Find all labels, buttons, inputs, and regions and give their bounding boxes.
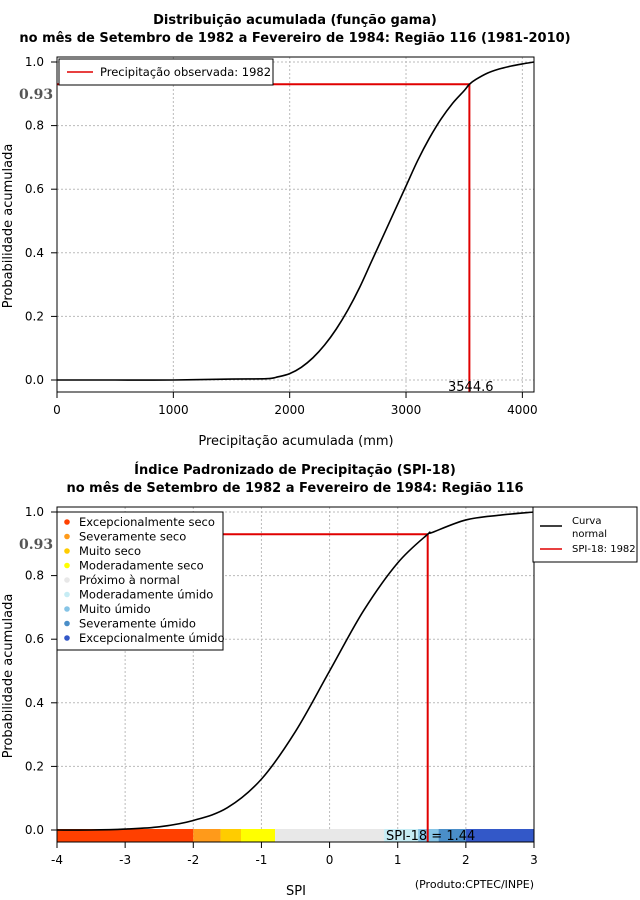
chart1-x-tick-label-3: 3000 <box>391 403 422 417</box>
chart2-category-legend-label-5: Moderadamente úmido <box>79 588 213 602</box>
chart1-x-tick-label-4: 4000 <box>507 403 538 417</box>
chart1-plot-frame <box>56 56 535 393</box>
chart1-y-tick-label-0: 0.0 <box>25 373 44 387</box>
chart2-category-legend-swatch-4 <box>64 577 70 583</box>
chart1-x-tick-label-2: 2000 <box>274 403 305 417</box>
chart2-category-legend-label-1: Severamente seco <box>79 530 186 544</box>
chart1-y-tick-label-4: 0.8 <box>25 119 44 133</box>
chart1-grid <box>57 57 534 392</box>
product-credit: (Produto:CPTEC/INPE) <box>415 878 534 891</box>
chart1-x-axis-label: Precipitação acumulada (mm) <box>198 434 393 449</box>
chart2-marker-y-label: 0.93 <box>19 537 53 553</box>
chart1-x-tick-label-1: 1000 <box>158 403 189 417</box>
chart2-category-legend-label-7: Severamente úmido <box>79 617 196 631</box>
chart2-category-legend-label-4: Próximo à normal <box>79 573 180 587</box>
chart2-series-line <box>56 511 535 831</box>
chart2-x-tick-label-0: -4 <box>51 853 63 867</box>
chart2-y-tick-label-1: 0.2 <box>25 759 44 773</box>
chart2-category-legend-label-8: Excepcionalmente úmido <box>79 631 224 645</box>
chart2-category-legend-label-3: Moderadamente seco <box>79 559 204 573</box>
chart1-y-axis: 0.0 0.2 0.4 0.6 0.8 1.0 <box>25 55 57 387</box>
chart2-category-legend-swatch-0 <box>64 519 70 525</box>
chart1-y-tick-label-5: 1.0 <box>25 55 44 69</box>
chart2-color-bar-segment-5 <box>384 829 419 842</box>
chart2-color-bar-segment-8 <box>465 829 534 842</box>
chart2-series-legend-box <box>532 506 638 563</box>
chart1-legend-label: Precipitação observada: 1982 <box>100 65 271 79</box>
chart1-legend: Precipitação observada: 1982 <box>58 58 274 86</box>
chart2-legend-label-spi: SPI-18: 1982 <box>572 544 636 555</box>
chart1-title-line1: Distribuição acumulada (função gama) <box>153 13 437 28</box>
chart1-y-tick-label-1: 0.2 <box>25 309 44 323</box>
chart2-x-axis: -4 -3 -2 -1 0 1 2 3 <box>51 842 538 867</box>
chart2-category-legend-swatch-6 <box>64 606 70 612</box>
chart2-x-tick-label-2: -2 <box>187 853 199 867</box>
chart2-color-bar-segment-3 <box>240 829 276 842</box>
chart1-y-axis-label: Probabilidade acumulada <box>1 144 16 309</box>
chart1-marker-y-label: 0.93 <box>19 87 53 103</box>
chart2-x-tick-label-4: 0 <box>326 853 334 867</box>
chart2-legend-label-normal-2: normal <box>572 529 607 540</box>
chart2-title-line2: no mês de Setembro de 1982 a Fevereiro d… <box>66 481 523 496</box>
chart2-x-axis-label: SPI <box>286 884 306 899</box>
chart2-category-legend-label-2: Muito seco <box>79 544 141 558</box>
chart1-title-line2: no mês de Setembro de 1982 a Fevereiro d… <box>19 31 570 46</box>
chart2-color-bar-segment-1 <box>193 829 221 842</box>
chart1-y-tick-label-2: 0.4 <box>25 246 44 260</box>
chart2-x-tick-label-3: -1 <box>255 853 267 867</box>
chart2-y-tick-label-0: 0.0 <box>25 823 44 837</box>
chart2-marker-x-label: SPI-18 = 1.44 <box>386 829 475 844</box>
chart2-plot-frame <box>56 506 535 843</box>
chart2-category-legend-label-0: Excepcionalmente seco <box>79 515 215 529</box>
chart2-x-tick-label-7: 3 <box>530 853 538 867</box>
chart2-y-tick-label-2: 0.4 <box>25 696 44 710</box>
chart1-marker-x-label: 3544.6 <box>448 380 494 395</box>
chart1-marker-lines <box>57 83 471 392</box>
chart2-category-legend-swatch-1 <box>64 533 70 540</box>
chart2-color-bar-segment-7 <box>438 829 466 842</box>
chart2-x-tick-label-6: 2 <box>462 853 470 867</box>
chart1-x-axis: 0 1000 2000 3000 4000 <box>53 392 538 417</box>
chart2-y-axis: 0.0 0.2 0.4 0.6 0.8 1.0 <box>25 505 57 837</box>
chart2-title-line1: Índice Padronizado de Precipitação (SPI-… <box>134 462 456 478</box>
chart2-color-bar-segment-0 <box>57 829 194 842</box>
chart1-y-tick-label-3: 0.6 <box>25 182 44 196</box>
chart1-series-line <box>56 61 535 381</box>
chart2-y-tick-label-3: 0.6 <box>25 632 44 646</box>
chart2-legend-label-normal-1: Curva <box>572 516 601 527</box>
chart2-x-tick-label-5: 1 <box>394 853 402 867</box>
chart2-color-bar <box>57 829 534 842</box>
chart2-category-legend-swatch-3 <box>64 562 70 569</box>
chart2-category-legend-box <box>56 511 224 651</box>
chart2-x-tick-label-1: -3 <box>119 853 131 867</box>
chart2-y-tick-label-4: 0.8 <box>25 569 44 583</box>
chart2-category-legend-swatch-7 <box>64 620 70 627</box>
chart2-category-legend-swatch-2 <box>64 548 70 554</box>
chart2-color-bar-segment-4 <box>275 829 385 842</box>
chart1-x-tick-label-0: 0 <box>53 403 61 417</box>
chart2-series-legend: Curva normal SPI-18: 1982 <box>532 506 638 563</box>
chart2-category-legend-swatch-5 <box>64 591 70 598</box>
chart2-category-legend-swatch-8 <box>64 635 70 641</box>
chart2-color-bar-segment-2 <box>220 829 241 842</box>
chart2-y-tick-label-5: 1.0 <box>25 505 44 519</box>
chart1-legend-box <box>58 58 274 86</box>
chart2-category-legend-label-6: Muito úmido <box>79 602 151 616</box>
chart2-y-axis-label: Probabilidade acumulada <box>1 594 16 759</box>
